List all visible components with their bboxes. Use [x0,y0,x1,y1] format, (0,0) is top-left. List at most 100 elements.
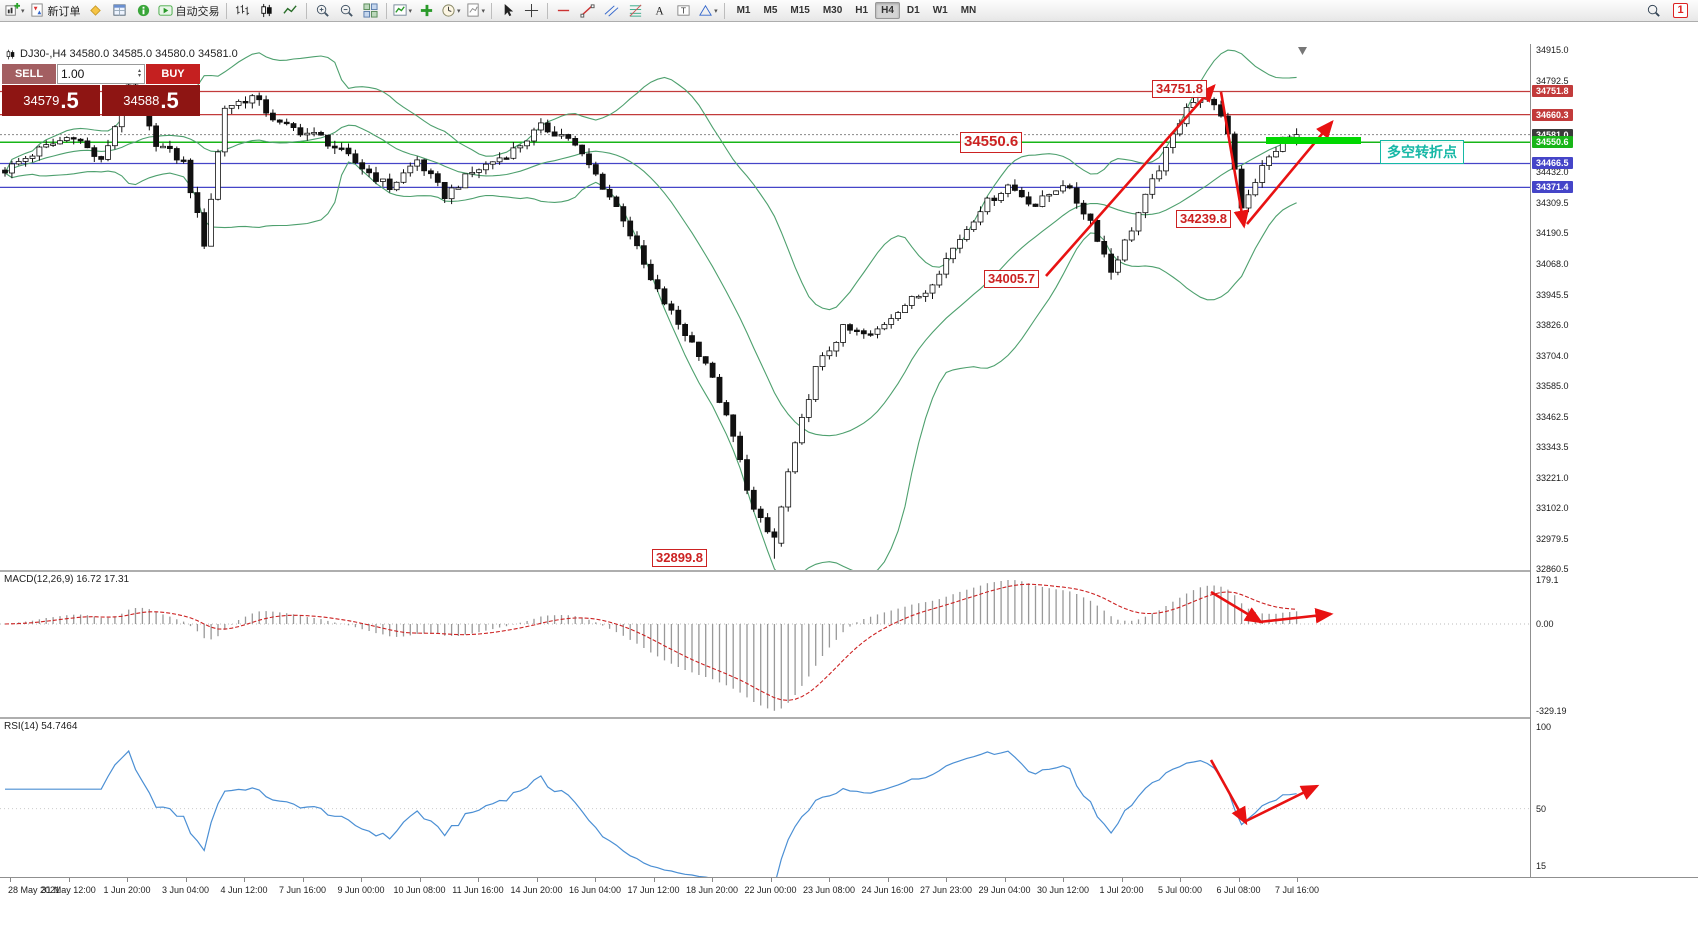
rsi-arrow[interactable] [1243,784,1320,824]
macd-arrow[interactable] [1210,590,1264,624]
buy-button[interactable]: BUY [146,64,200,84]
timeframe-m15[interactable]: M15 [790,5,810,16]
fibonacci-icon [629,4,642,17]
zoom-out-button[interactable] [335,1,358,20]
rsi-arrow[interactable] [1209,759,1248,826]
spinner-up-icon[interactable]: ▴ [137,68,141,74]
periods-button[interactable]: ▾ [439,1,463,20]
time-axis-label: 27 Jun 23:00 [919,885,973,895]
add-indicator-button[interactable] [415,1,438,20]
macd-indicator-label: MACD(12,26,9) 16.72 17.31 [4,574,130,585]
time-tick [1063,878,1064,882]
bar-chart-button[interactable] [231,1,254,20]
volume-spinner[interactable]: ▴ ▾ [137,68,141,79]
pane-separator[interactable] [0,717,1698,719]
tile-windows-button[interactable] [359,1,382,20]
timeframe-m1[interactable]: M1 [736,5,751,16]
autotrade-label: 自动交易 [175,5,220,18]
sell-price-display[interactable]: 34579.5 [2,85,100,116]
data-window-button[interactable] [132,1,155,20]
price-axis-label: 32979.5 [1536,533,1569,544]
time-axis-label: 29 Jun 04:00 [978,885,1031,895]
notification-button[interactable]: 1 [1669,1,1692,20]
price-axis-label: 33826.0 [1536,320,1569,331]
macd-axis-label: 0.00 [1536,619,1554,629]
buy-price-display[interactable]: 34588.5 [102,85,200,116]
new-chart-button[interactable]: ▾ [3,1,27,20]
price-axis-badge: 34660.3 [1532,108,1573,121]
rsi-axis-label: 100 [1536,722,1552,733]
one-click-trading-panel: SELL 1.00 ▴ ▾ BUY 34579.5 34588.5 [2,64,200,116]
shapes-button[interactable]: ▾ [696,1,720,20]
market-watch-button[interactable] [108,1,131,20]
chevron-down-icon: ▾ [21,7,25,15]
toolbar-separator [385,2,387,19]
chart-shift-marker[interactable] [1298,47,1307,55]
time-tick [595,878,596,882]
trend-arrow[interactable] [1219,91,1250,229]
time-axis[interactable]: 28 May 2021 31 May 12:00 1 Jun 20:00 3 Jun … [0,877,1698,902]
time-axis-label: 28 May 2021 [7,885,61,895]
timeframe-m30[interactable]: M30 [822,5,843,16]
macd-axis-label: 179.1 [1536,575,1559,585]
volume-input[interactable]: 1.00 ▴ ▾ [57,64,145,84]
timeframe-mn[interactable]: MN [960,5,977,16]
zoom-in-button[interactable] [311,1,334,20]
macd-arrow[interactable] [1258,607,1334,624]
new-order-button[interactable]: 新订单 [28,1,83,20]
templates-button[interactable]: ▾ [464,1,488,20]
channel-button[interactable] [600,1,623,20]
price-axis[interactable]: 34915.0 34792.5 34432.0 34309.5 34190.5 34068… [1530,44,1698,901]
time-tick [361,878,362,882]
trendline-button[interactable] [576,1,599,20]
timeframe-h1[interactable]: H1 [855,5,869,16]
price-axis-label: 34309.5 [1536,198,1569,209]
toolbar-separator [723,2,725,19]
crosshair-button[interactable] [520,1,543,20]
bar-chart-icon [235,4,249,16]
horizontal-line-button[interactable] [552,1,575,20]
sell-price-main: 34579 [23,93,60,108]
timeframe-d1[interactable]: D1 [906,5,920,16]
zoom-out-icon [340,4,353,17]
sell-button[interactable]: SELL [2,64,56,84]
chevron-down-icon: ▾ [408,7,413,15]
autotrading-button[interactable]: 自动交易 [156,1,222,20]
time-tick [10,878,11,882]
macd-pane[interactable] [0,572,1530,717]
channel-icon [604,5,619,17]
line-chart-button[interactable] [279,1,302,20]
time-axis-label: 4 Jun 12:00 [220,885,268,895]
time-axis-label: 6 Jul 08:00 [1216,885,1261,895]
trend-arrow[interactable] [1045,84,1216,277]
metaeditor-button[interactable] [84,1,107,20]
timeframe-w1[interactable]: W1 [932,5,948,16]
time-axis-label: 1 Jun 20:00 [103,885,151,895]
rsi-pane[interactable] [0,719,1530,877]
time-tick [419,878,421,882]
pane-separator[interactable] [0,570,1698,572]
time-tick [1297,878,1298,882]
time-axis-label: 9 Jun 00:00 [337,885,385,895]
time-axis-label: 23 Jun 08:00 [802,885,856,895]
timeframe-m5[interactable]: M5 [763,5,778,16]
price-axis-badge: 34466.5 [1532,157,1573,170]
time-tick [185,878,187,882]
price-axis-label: 33102.0 [1536,502,1569,513]
candlestick-icon [260,3,272,18]
search-button[interactable] [1642,1,1665,20]
time-axis-label: 16 Jun 04:00 [568,885,622,895]
main-chart[interactable] [0,44,1530,570]
candlestick-chart-button[interactable] [255,1,278,20]
text-tool-button[interactable]: A [648,1,671,20]
fibonacci-button[interactable] [624,1,647,20]
spinner-down-icon[interactable]: ▾ [137,73,141,79]
time-tick [1180,878,1181,882]
cursor-button[interactable] [496,1,519,20]
label-tool-button[interactable]: T [672,1,695,20]
timeframe-h4[interactable]: H4 [875,2,900,19]
chevron-down-icon: ▾ [714,7,718,15]
price-axis-label: 34432.0 [1536,167,1569,178]
price-axis-label: 34190.5 [1536,228,1569,239]
indicators-button[interactable]: ▾ [391,1,415,20]
